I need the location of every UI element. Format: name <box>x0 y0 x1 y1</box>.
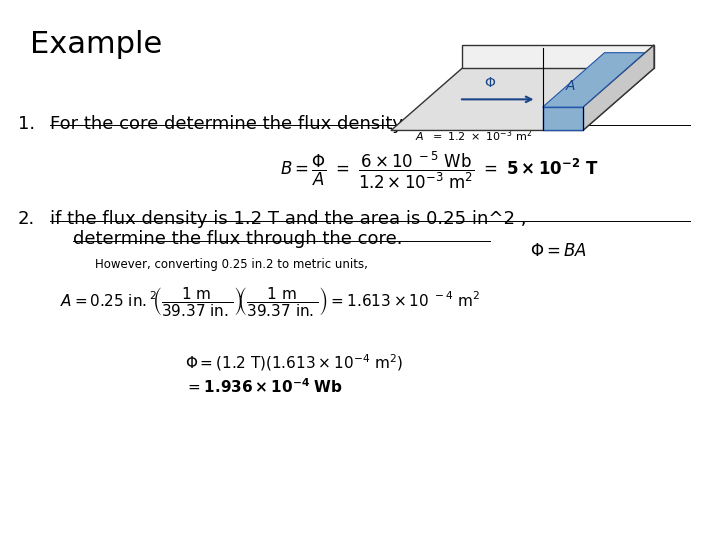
Text: $B = \dfrac{\Phi}{A}\ =\ \dfrac{6\times10^{\ -5}\ \mathrm{Wb}}{1.2\times10^{-3}\: $B = \dfrac{\Phi}{A}\ =\ \dfrac{6\times1… <box>280 150 598 191</box>
Text: $= \mathbf{1.936\times10^{-4}\ Wb}$: $= \mathbf{1.936\times10^{-4}\ Wb}$ <box>185 377 343 396</box>
Text: For the core determine the flux density: For the core determine the flux density <box>50 115 409 133</box>
Text: Example: Example <box>30 30 162 59</box>
Text: $\Phi\ =\ 6\ \times\ 10^{-5}\ \mathrm{Wb}$: $\Phi\ =\ 6\ \times\ 10^{-5}\ \mathrm{Wb… <box>415 115 522 132</box>
Polygon shape <box>391 68 654 131</box>
Text: $A = 0.25\ \mathrm{in.}^2\!\!\left(\dfrac{1\ \mathrm{m}}{39.37\ \mathrm{in.}}\ri: $A = 0.25\ \mathrm{in.}^2\!\!\left(\dfra… <box>60 285 480 318</box>
Text: in teslas.: in teslas. <box>443 115 529 133</box>
Text: $\Phi = BA$: $\Phi = BA$ <box>530 242 587 260</box>
Polygon shape <box>543 53 645 107</box>
Text: $A$: $A$ <box>564 79 576 93</box>
Text: $\Phi = (1.2\ \mathrm{T})(1.613\times10^{-4}\ \mathrm{m}^2)$: $\Phi = (1.2\ \mathrm{T})(1.613\times10^… <box>185 352 403 373</box>
Text: $B$: $B$ <box>430 115 444 133</box>
Polygon shape <box>462 45 654 68</box>
Text: $A\ \ =\ 1.2\ \times\ 10^{-3}\ \mathrm{m}^2$: $A\ \ =\ 1.2\ \times\ 10^{-3}\ \mathrm{m… <box>415 127 532 144</box>
Polygon shape <box>543 107 582 131</box>
Text: if the flux density is 1.2 T and the area is 0.25 in^2 ,: if the flux density is 1.2 T and the are… <box>50 210 526 228</box>
Text: 1.: 1. <box>18 115 35 133</box>
Polygon shape <box>582 45 654 131</box>
Text: 2.: 2. <box>18 210 35 228</box>
Text: $\Phi$: $\Phi$ <box>484 76 496 90</box>
Text: determine the flux through the core.: determine the flux through the core. <box>73 230 402 248</box>
Text: However, converting 0.25 in.2 to metric units,: However, converting 0.25 in.2 to metric … <box>95 258 368 271</box>
